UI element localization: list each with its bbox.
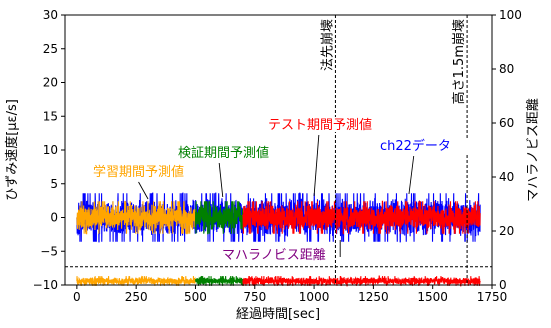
x-tick-label-7: 1750 [477,290,508,304]
y-left-tick-label-5: 15 [43,109,58,123]
series-validation-prediction [194,201,244,235]
x-axis-label: 経過時間[sec] [236,307,320,322]
y-axis-label-left: ひずみ速度[με/s] [4,99,20,201]
y-axis-label-right: マハラノビス距離 [526,98,541,202]
x-tick-label-3: 750 [243,290,266,304]
y-right-tick-label-3: 60 [499,116,514,130]
x-tick-label-0: 0 [73,290,81,304]
event-label-1: 高さ1.5m崩壊 [451,19,467,104]
ticks-layer: 0 250 500 750 1000 1250 1500 1750−10−5051015202… [33,8,522,304]
series-test-prediction [242,200,481,235]
y-right-tick-label-4: 80 [499,62,514,76]
annotation-label-1: 検証期間予測値 [178,145,269,161]
y-right-tick-label-0: 0 [499,278,507,292]
y-right-tick-label-2: 40 [499,170,514,184]
right-series-layer [76,275,481,287]
annotation-label-2: テスト期間予測値 [268,117,372,133]
y-left-tick-label-4: 10 [43,143,58,157]
annotation-backdrop-2 [266,117,372,132]
y-left-tick-label-2: 0 [50,211,58,225]
series-mahalanobis-segment-1 [194,275,244,286]
event-label-0: 法先崩壊 [320,19,335,71]
y-right-tick-label-1: 20 [499,224,514,238]
series-mahalanobis-segment-0 [76,275,197,286]
y-left-tick-label-1: −5 [40,244,58,258]
annotation-label-3: ch22データ [380,138,451,154]
annotation-label-4: マハラノビス距離 [222,248,326,263]
series-learning-prediction [76,201,197,235]
annotation-backdrop-1 [176,145,269,160]
annotation-backdrop-0 [91,164,184,179]
y-left-tick-label-0: −10 [33,278,58,292]
x-tick-label-4: 1000 [299,290,330,304]
series-mahalanobis-segment-2 [242,275,481,287]
y-left-tick-label-7: 25 [43,42,58,56]
left-series-layer [76,192,481,243]
annotation-label-0: 学習期間予測値 [93,164,184,180]
x-tick-label-6: 1500 [417,290,448,304]
annotation-arrow-3 [408,155,415,195]
y-left-tick-label-6: 20 [43,76,58,90]
x-tick-label-2: 500 [184,290,207,304]
annotation-arrow-0 [138,181,149,200]
x-tick-label-1: 250 [125,290,148,304]
y-left-tick-label-8: 30 [43,8,58,22]
annotation-backdrop-3 [378,138,471,153]
y-right-tick-label-5: 100 [499,8,522,22]
x-tick-label-5: 1250 [358,290,389,304]
annotation-arrow-1 [218,162,224,198]
y-left-tick-label-3: 5 [50,177,58,191]
annotation-backdrop-4 [220,247,326,262]
annotation-arrow-2 [313,134,320,197]
